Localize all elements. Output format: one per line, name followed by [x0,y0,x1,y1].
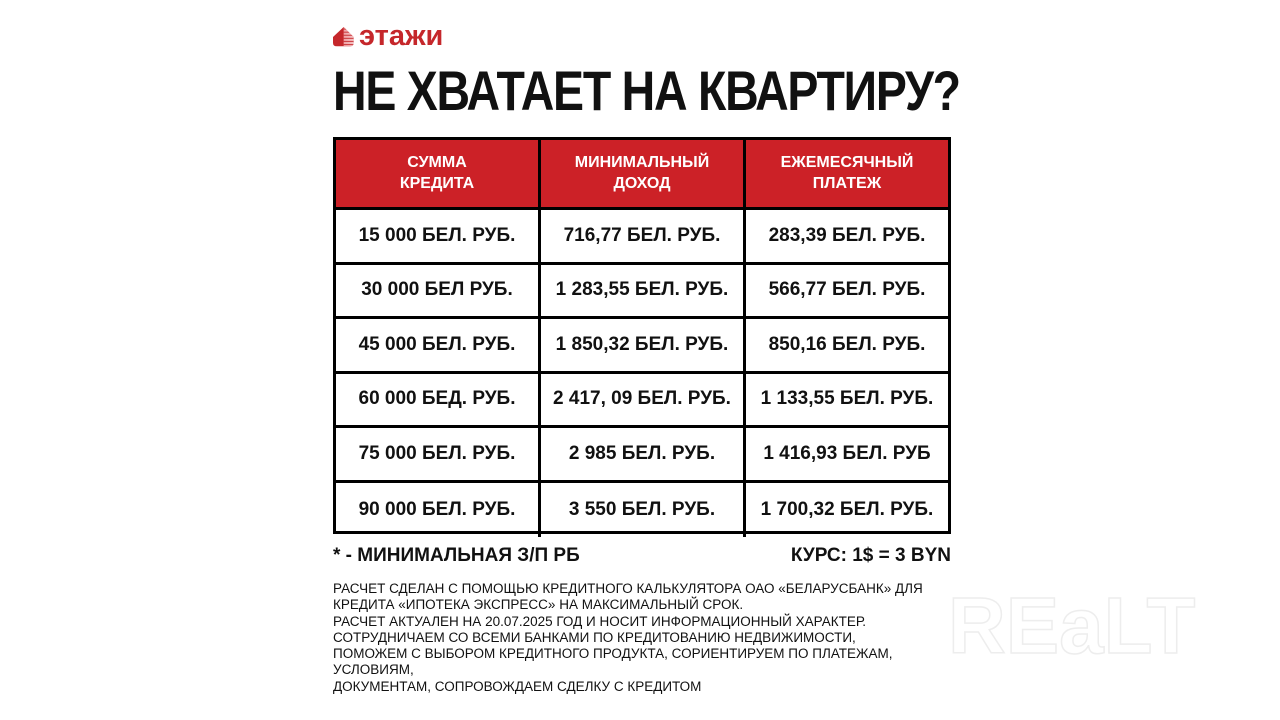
svg-text:REaLT: REaLT [948,588,1196,668]
